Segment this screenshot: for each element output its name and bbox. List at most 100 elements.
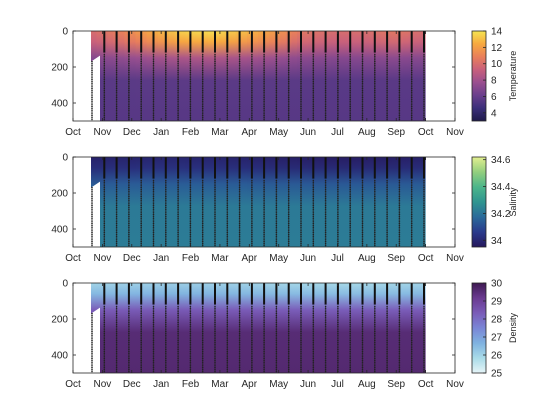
sample-point <box>300 345 302 347</box>
sample-point <box>103 87 106 90</box>
sample-point <box>128 71 130 74</box>
sample-point <box>214 208 216 210</box>
sample-point <box>337 53 339 56</box>
sample-point <box>189 87 192 90</box>
sample-point <box>287 332 290 335</box>
sample-point <box>115 89 118 92</box>
sample-point <box>287 215 290 218</box>
sample-point <box>361 86 364 88</box>
sample-point <box>103 78 106 81</box>
sample-point <box>263 71 265 74</box>
sample-point <box>103 221 106 223</box>
sample-point <box>349 96 352 99</box>
sample-point <box>361 102 364 104</box>
sample-point <box>337 316 339 319</box>
sample-point <box>214 55 216 57</box>
sample-point <box>238 179 241 182</box>
sample-point <box>189 348 192 351</box>
sample-point <box>238 212 241 214</box>
sample-point <box>398 320 401 322</box>
sample-point <box>312 100 315 102</box>
sample-point <box>165 219 167 221</box>
sample-point <box>177 69 179 72</box>
sample-point <box>386 59 388 61</box>
sample-point <box>177 179 179 182</box>
sample-point <box>349 118 352 120</box>
sample-point <box>287 104 290 106</box>
sample-point <box>226 62 229 65</box>
sample-point <box>165 356 167 358</box>
sample-point <box>201 95 204 97</box>
sample-point <box>189 341 192 344</box>
sample-point <box>128 240 130 243</box>
sample-point <box>386 118 388 120</box>
sample-point <box>165 370 167 373</box>
sample-point <box>91 320 93 322</box>
field-cell <box>335 283 343 373</box>
sample-point <box>226 194 229 196</box>
surface-samples <box>263 31 266 53</box>
sample-point <box>214 201 216 203</box>
sample-point <box>226 84 229 86</box>
sample-point <box>251 329 253 331</box>
sample-point <box>115 332 118 335</box>
sample-point <box>349 222 352 225</box>
sample-point <box>140 237 142 239</box>
surface-samples <box>423 31 425 53</box>
sample-point <box>410 354 413 356</box>
sample-point <box>201 109 204 111</box>
sample-point <box>324 194 327 196</box>
sample-point <box>287 230 290 232</box>
sample-point <box>312 321 315 324</box>
sample-point <box>238 195 241 198</box>
sample-point <box>300 98 302 101</box>
field-cell <box>107 157 114 247</box>
sample-point <box>226 311 229 313</box>
sample-point <box>410 239 413 241</box>
sample-point <box>410 235 413 237</box>
sample-point <box>312 199 315 201</box>
sample-point <box>214 338 216 340</box>
sample-point <box>201 75 204 77</box>
sample-point <box>189 71 192 74</box>
sample-point <box>115 185 118 187</box>
sample-point <box>324 71 327 74</box>
sample-point <box>189 60 192 63</box>
colorbar-tick-label: 34 <box>491 236 503 247</box>
sample-point <box>103 244 106 246</box>
sample-point <box>374 239 376 241</box>
sample-point <box>189 53 192 56</box>
sample-point <box>201 114 204 117</box>
sample-point <box>238 237 241 239</box>
sample-point <box>410 93 413 95</box>
sample-point <box>324 73 327 75</box>
sample-point <box>238 359 241 362</box>
sample-point <box>201 100 204 102</box>
sample-point <box>177 320 179 322</box>
surface-samples <box>140 31 143 53</box>
sample-point <box>374 370 376 373</box>
sample-point <box>177 359 179 362</box>
sample-point <box>214 343 216 346</box>
sample-point <box>423 100 425 102</box>
sample-point <box>398 350 401 353</box>
field-cell <box>258 31 265 121</box>
sample-point <box>238 329 241 331</box>
sample-point <box>128 197 130 200</box>
sample-point <box>312 332 315 335</box>
sample-point <box>238 226 241 228</box>
sample-point <box>300 347 302 349</box>
sample-point <box>189 343 192 346</box>
sample-point <box>177 111 179 113</box>
sample-point <box>214 330 216 333</box>
sample-point <box>189 186 192 189</box>
sample-point <box>374 195 376 198</box>
sample-point <box>410 224 413 227</box>
sample-point <box>410 352 413 355</box>
sample-point <box>226 221 229 223</box>
sample-point <box>423 228 425 230</box>
sample-point <box>386 68 388 70</box>
sample-point <box>287 68 290 70</box>
sample-point <box>103 89 106 92</box>
sample-point <box>312 192 315 194</box>
